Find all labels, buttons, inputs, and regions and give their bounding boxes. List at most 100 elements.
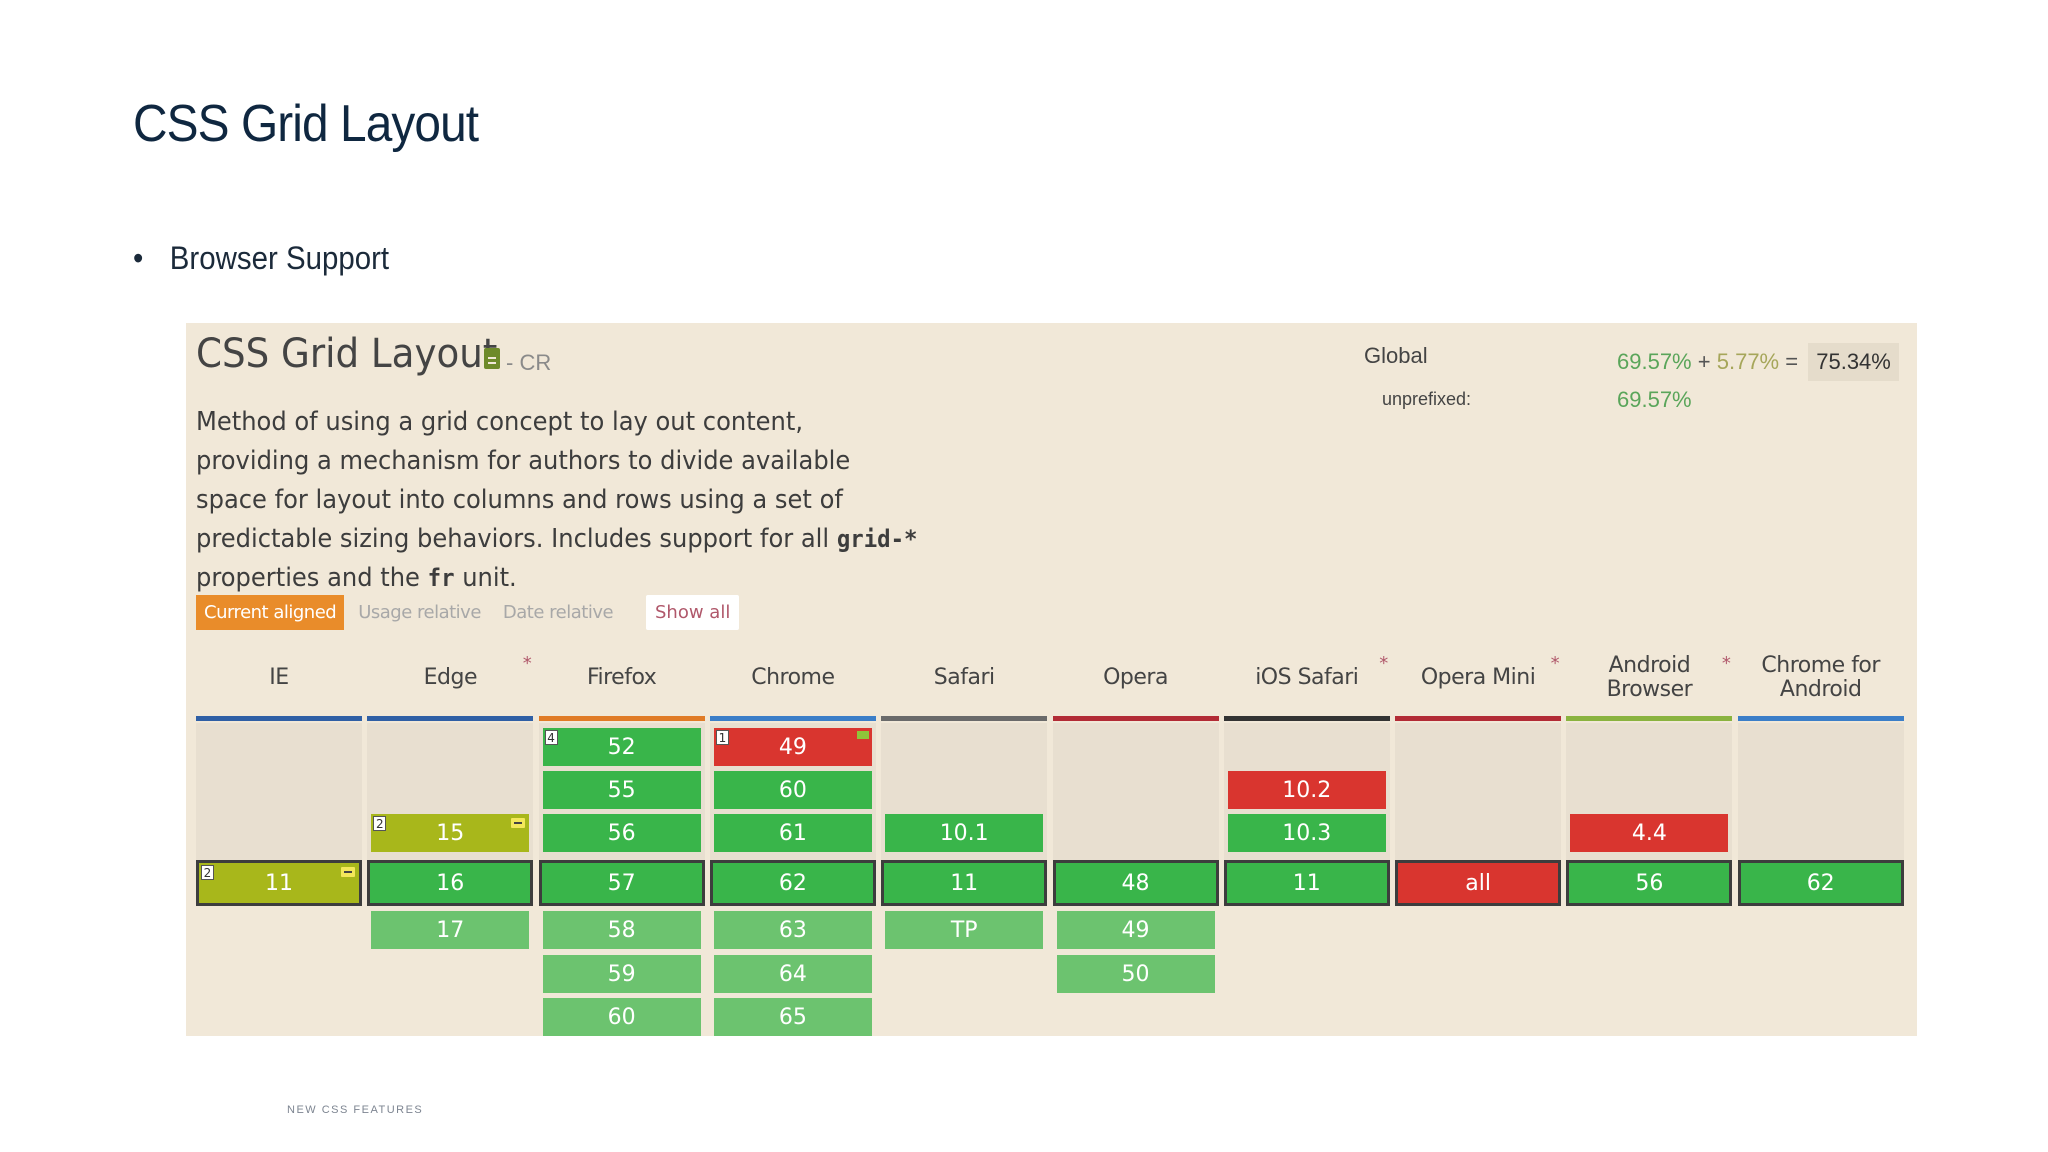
version-cell[interactable]: 10.3 — [1227, 814, 1386, 852]
version-number: 62 — [778, 870, 807, 896]
browser-name[interactable]: Safari — [881, 648, 1047, 708]
usage-relative-button[interactable]: Usage relative — [358, 602, 481, 623]
bullet-text: Browser Support — [169, 240, 390, 276]
version-cell[interactable]: 49 — [1056, 911, 1215, 949]
version-number: 4.4 — [1631, 820, 1667, 846]
version-number: 65 — [778, 1004, 807, 1030]
version-number: TP — [950, 917, 978, 943]
version-cell[interactable]: 60 — [713, 771, 872, 809]
global-usage: 69.57% + 5.77% = 75.34% — [1617, 343, 1899, 381]
version-cell[interactable]: 15 2 — [371, 814, 530, 852]
version-cell[interactable]: 50 — [1056, 955, 1215, 993]
version-cell[interactable]: 64 — [713, 955, 872, 993]
browser-color-bar — [1223, 716, 1390, 721]
browser-name[interactable]: Firefox — [539, 648, 705, 708]
note-marker: 2 — [373, 816, 387, 831]
version-cell[interactable]: 56 — [542, 814, 701, 852]
browser-color-bar — [709, 716, 876, 721]
description-text-2: properties and the — [196, 563, 428, 593]
global-supported: 69.57% — [1617, 349, 1692, 374]
browser-name-text: Chrome — [751, 665, 835, 690]
description-text-3: unit. — [454, 563, 517, 593]
version-cell[interactable]: 59 — [542, 955, 701, 993]
browser-name-text: iOS Safari — [1255, 665, 1359, 690]
description-text-1: Method of using a grid concept to lay ou… — [196, 407, 851, 554]
current-aligned-button[interactable]: Current aligned — [196, 595, 345, 630]
version-cell[interactable]: 55 — [542, 771, 701, 809]
version-number: 10.3 — [1282, 820, 1332, 846]
version-cell[interactable]: TP — [885, 911, 1044, 949]
unprefixed-value: 69.57% — [1617, 387, 1692, 412]
browser-name[interactable]: Edge * — [367, 648, 533, 708]
prefix-minus-icon — [341, 867, 355, 877]
version-cell[interactable]: 10.1 — [885, 814, 1044, 852]
slide-title: CSS Grid Layout — [133, 95, 479, 153]
browser-name[interactable]: iOS Safari * — [1224, 648, 1390, 708]
browser-name-text: IE — [269, 665, 289, 690]
note-marker: 2 — [201, 865, 214, 880]
current-version-cell[interactable]: 62 — [1737, 860, 1904, 906]
flag-icon — [856, 731, 869, 739]
date-relative-button[interactable]: Date relative — [502, 602, 614, 623]
version-number: 50 — [1121, 961, 1150, 987]
version-cell[interactable]: 63 — [713, 911, 872, 949]
browser-name[interactable]: Opera — [1053, 648, 1219, 708]
version-cell[interactable]: 65 — [713, 998, 872, 1036]
version-number: 56 — [607, 820, 636, 846]
version-cell[interactable]: 61 — [713, 814, 872, 852]
browser-name[interactable]: Chrome — [710, 648, 876, 708]
asterisk-icon: * — [1550, 653, 1560, 674]
view-mode-buttons: Current aligned Usage relative Date rela… — [196, 595, 621, 630]
browser-name-text: Chrome for Android — [1761, 653, 1880, 702]
version-cell[interactable]: 60 — [542, 998, 701, 1036]
note-marker: 4 — [544, 730, 558, 745]
browser-name[interactable]: IE — [196, 648, 362, 708]
version-cell[interactable]: 17 — [371, 911, 530, 949]
asterisk-icon: * — [522, 653, 532, 674]
version-number: 17 — [436, 917, 465, 943]
unprefixed-label: unprefixed: — [1382, 389, 1472, 409]
browser-column: Opera 48 49 50 — [1052, 648, 1219, 1028]
browser-color-bar — [367, 716, 534, 721]
current-version-cell[interactable]: 16 — [367, 860, 534, 906]
browser-column: Safari 10.1 11 TP — [881, 648, 1048, 1028]
version-number: 57 — [607, 870, 636, 896]
current-version-cell[interactable]: 11 — [1223, 860, 1390, 906]
version-number: 58 — [607, 917, 636, 943]
version-cell[interactable]: 52 4 — [542, 728, 701, 766]
browser-name-text: Android Browser — [1606, 653, 1693, 702]
current-version-cell[interactable]: 56 — [1566, 860, 1733, 906]
browser-name-text: Firefox — [586, 665, 657, 690]
version-number: all — [1465, 870, 1491, 896]
current-version-cell[interactable]: 11 2 — [196, 860, 362, 906]
version-number: 56 — [1635, 870, 1664, 896]
document-icon — [484, 348, 500, 369]
show-all-button[interactable]: Show all — [646, 595, 740, 630]
version-number: 60 — [778, 777, 807, 803]
current-version-cell[interactable]: all — [1395, 860, 1562, 906]
browser-column: Opera Mini * all — [1395, 648, 1562, 1028]
spec-status[interactable]: - CR — [506, 350, 552, 375]
browser-name[interactable]: Opera Mini * — [1395, 648, 1561, 708]
current-version-cell[interactable]: 11 — [881, 860, 1048, 906]
browser-column: Edge * 15 2 16 17 — [367, 648, 534, 1028]
version-cell[interactable]: 10.2 — [1227, 771, 1386, 809]
version-cell[interactable]: 49 1 — [713, 728, 872, 766]
browser-column: Chrome 49 1 60 61 62 63 64 65 — [709, 648, 876, 1036]
browser-name[interactable]: Chrome for Android — [1738, 648, 1904, 708]
version-cell[interactable]: 4.4 — [1570, 814, 1729, 852]
browser-name[interactable]: Android Browser * — [1566, 648, 1732, 708]
current-version-cell[interactable]: 57 — [538, 860, 705, 906]
version-cell[interactable]: 58 — [542, 911, 701, 949]
description-code-grid: grid-* — [836, 525, 918, 553]
version-number: 48 — [1121, 870, 1150, 896]
version-number: 64 — [778, 961, 807, 987]
browser-name-text: Safari — [933, 665, 995, 690]
version-number: 63 — [778, 917, 807, 943]
note-marker: 1 — [715, 730, 729, 745]
browser-name-text: Opera Mini — [1420, 665, 1536, 690]
version-number: 59 — [607, 961, 636, 987]
current-version-cell[interactable]: 48 — [1052, 860, 1219, 906]
current-version-cell[interactable]: 62 — [709, 860, 876, 906]
plus-sign: + — [1697, 349, 1711, 374]
